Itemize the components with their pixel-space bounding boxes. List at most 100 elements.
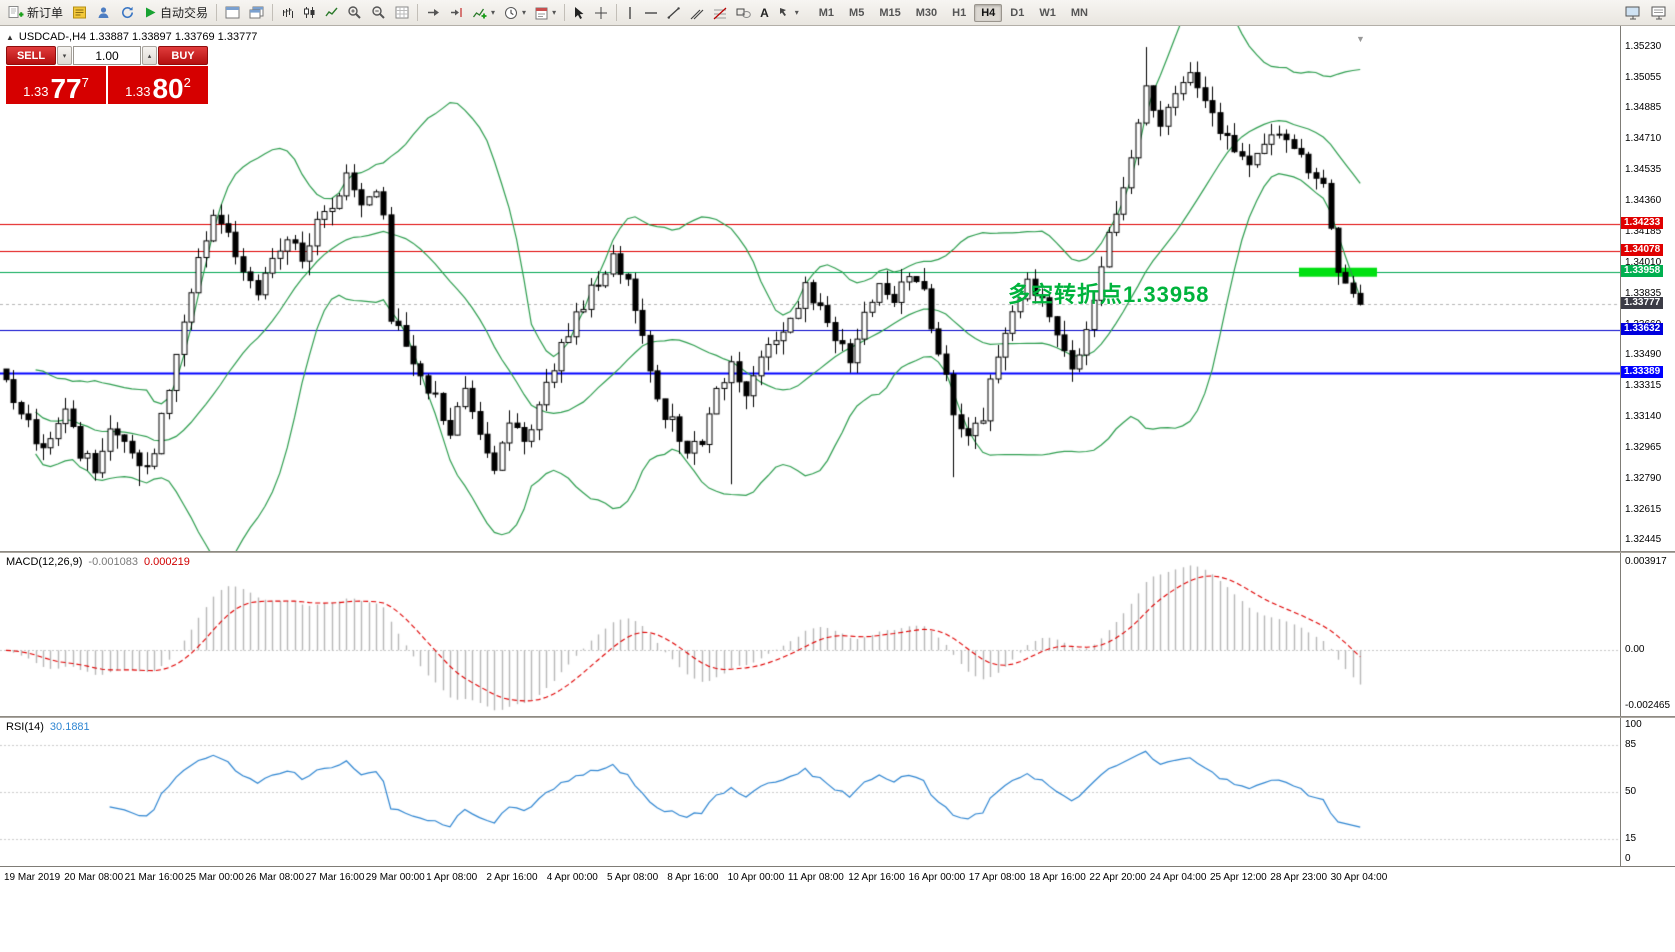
candlestick-chart-icon: [304, 7, 315, 18]
auto-scroll-button[interactable]: [422, 2, 444, 23]
new-window-button[interactable]: [1621, 2, 1645, 23]
autotrade-button[interactable]: 自动交易: [140, 2, 212, 23]
cursor-button[interactable]: [569, 2, 589, 23]
trendline-button[interactable]: [663, 2, 685, 23]
macd-axis-label: 0.003917: [1625, 555, 1667, 567]
new-order-button[interactable]: 新订单: [4, 2, 67, 23]
time-axis-label: 17 Apr 08:00: [968, 872, 1026, 883]
price-axis-label: 1.34010: [1625, 257, 1662, 268]
timeframe-toolbar: M1 M5 M15 M30 H1 H4 D1 W1 MN: [812, 3, 1095, 22]
time-axis-label: 29 Mar 00:00: [365, 872, 425, 883]
price-axis-label: 1.33835: [1625, 287, 1662, 299]
time-axis-label: 21 Mar 16:00: [124, 872, 184, 883]
price-axis[interactable]: 1.35230 1.35055 1.34885 1.34710 1.34535 1.343…: [1620, 26, 1675, 551]
one-click-collapse-button[interactable]: ▲: [6, 32, 14, 42]
tile-windows-button[interactable]: [221, 2, 244, 23]
arrow-tool-icon: [779, 8, 786, 16]
macd-canvas[interactable]: [0, 553, 1620, 716]
rsi-canvas[interactable]: [0, 718, 1620, 866]
refresh-button[interactable]: [116, 2, 139, 23]
buy-button[interactable]: BUY: [158, 46, 208, 65]
vertical-line-button[interactable]: [621, 2, 639, 23]
horizontal-line-button[interactable]: [640, 2, 662, 23]
new-order-label: 新订单: [27, 6, 64, 20]
rsi-axis-label: 0: [1625, 853, 1631, 865]
new-order-icon: [8, 6, 24, 18]
toolbar-separator: [272, 4, 274, 21]
window-list-button[interactable]: [1647, 2, 1671, 23]
timeframe-button-m15[interactable]: M15: [872, 4, 907, 22]
volume-increase-button[interactable]: ▴: [142, 46, 157, 65]
price-tag-1.34078[interactable]: 1.34078: [1621, 243, 1664, 256]
price-canvas[interactable]: [0, 26, 1620, 551]
macd-label: MACD(12,26,9) -0.001083 0.000219: [6, 556, 190, 568]
timeframe-button-m5[interactable]: M5: [842, 4, 871, 22]
rsi-axis-label: 85: [1625, 738, 1637, 750]
timeframe-button-mn[interactable]: MN: [1064, 4, 1095, 22]
grid-button[interactable]: [391, 2, 413, 23]
time-axis-label: 24 Apr 04:00: [1149, 872, 1207, 883]
panel-splitter[interactable]: [0, 716, 1675, 718]
crosshair-button[interactable]: [590, 2, 612, 23]
timeframe-button-d1[interactable]: D1: [1003, 4, 1031, 22]
sell-button[interactable]: SELL: [6, 46, 56, 65]
timeframe-button-w1[interactable]: W1: [1032, 4, 1063, 22]
price-tag-1.33389[interactable]: 1.33389: [1621, 365, 1664, 378]
shapes-button[interactable]: [732, 2, 755, 23]
zoom-out-button[interactable]: [367, 2, 390, 23]
rsi-value: 30.1881: [49, 721, 90, 733]
crosshair-icon: [595, 6, 608, 19]
candlestick-chart-button[interactable]: [299, 2, 320, 23]
refresh-icon: [122, 6, 134, 19]
time-axis-label: 30 Apr 04:00: [1330, 872, 1388, 883]
horizontal-line-icon: [645, 11, 658, 14]
zoom-in-button[interactable]: [343, 2, 366, 23]
price-tag-1.33958[interactable]: 1.33958: [1621, 265, 1664, 278]
chart-shift-marker-icon[interactable]: ▼: [1356, 34, 1365, 44]
shapes-icon: [736, 8, 751, 18]
time-axis[interactable]: 19 Mar 2019 20 Mar 08:00 21 Mar 16:00 25 Ma…: [0, 866, 1675, 891]
market-watch-button[interactable]: [68, 2, 91, 23]
timeframe-button-m1[interactable]: M1: [812, 4, 841, 22]
volume-input[interactable]: [74, 47, 140, 64]
macd-name: MACD(12,26,9): [6, 556, 83, 568]
timeframe-button-h1[interactable]: H1: [945, 4, 973, 22]
price-axis-label: 1.33490: [1625, 349, 1662, 361]
channel-button[interactable]: [686, 2, 708, 23]
price-tag-1.33632[interactable]: 1.33632: [1621, 322, 1664, 335]
timeframe-button-h4[interactable]: H4: [974, 3, 1003, 22]
sell-price-display[interactable]: 1.33 77 7: [6, 66, 106, 104]
cascade-windows-button[interactable]: [245, 2, 268, 23]
profile-button[interactable]: [92, 2, 115, 23]
one-click-trading-panel: SELL ▾ ▴ BUY 1.33 77 7 1.33 80 2: [6, 46, 208, 104]
channel-icon: [690, 9, 704, 19]
buy-price-display[interactable]: 1.33 80 2: [108, 66, 208, 104]
bar-chart-button[interactable]: [277, 2, 298, 23]
periods-button[interactable]: ▾: [500, 2, 530, 23]
time-axis-label: 19 Mar 2019: [4, 872, 61, 883]
panel-splitter[interactable]: [0, 551, 1675, 553]
arrow-tools-button[interactable]: ▾: [774, 2, 803, 23]
price-axis-label: 1.32790: [1625, 472, 1662, 484]
price-axis-label: 1.32965: [1625, 441, 1662, 453]
vertical-line-icon: [629, 6, 631, 19]
time-axis-label: 1 Apr 08:00: [426, 872, 478, 883]
rsi-axis[interactable]: 100 85 50 15 0: [1620, 718, 1675, 866]
macd-axis[interactable]: 0.003917 0.00 -0.002465: [1620, 553, 1675, 716]
price-tag-1.33777[interactable]: 1.33777: [1621, 297, 1664, 310]
indicators-button[interactable]: ▾: [468, 2, 499, 23]
fibonacci-button[interactable]: [709, 2, 731, 23]
time-axis-label: 27 Mar 16:00: [305, 872, 365, 883]
line-chart-button[interactable]: [321, 2, 342, 23]
text-tool-button[interactable]: A: [756, 2, 773, 23]
price-tag-1.34233[interactable]: 1.34233: [1621, 216, 1664, 229]
price-axis-label: 1.33140: [1625, 411, 1662, 422]
timeframe-button-m30[interactable]: M30: [909, 4, 944, 22]
time-axis-label: 10 Apr 00:00: [727, 872, 785, 883]
pivot-annotation: 多空转折点1.33958: [1008, 282, 1210, 307]
price-axis-label: 1.34185: [1625, 226, 1662, 238]
chart-shift-button[interactable]: [445, 2, 467, 23]
volume-decrease-button[interactable]: ▾: [57, 46, 72, 65]
templates-button[interactable]: ▾: [531, 2, 560, 23]
